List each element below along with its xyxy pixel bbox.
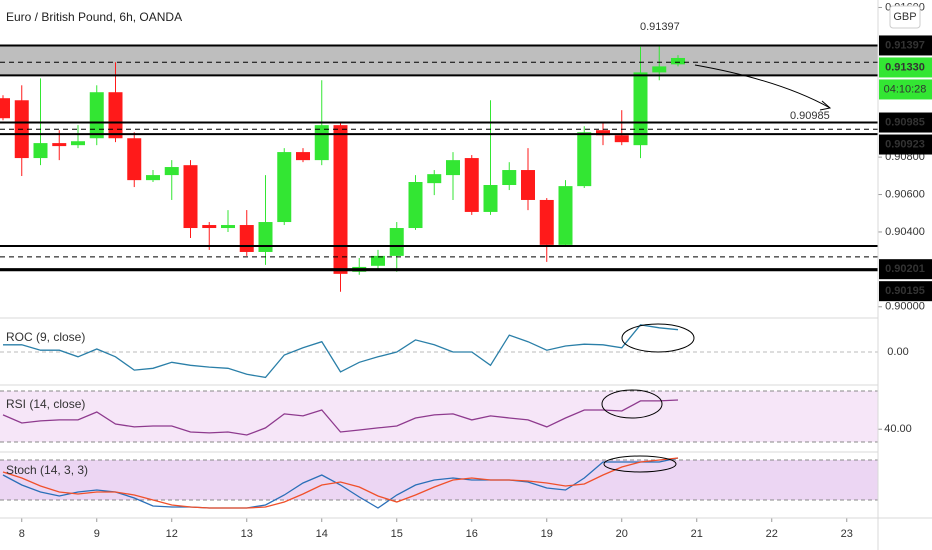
- candle-body: [52, 143, 67, 147]
- price-tag: [879, 57, 932, 78]
- price-tag-label: 0.90985: [885, 116, 925, 128]
- x-tick-label: 21: [691, 528, 703, 540]
- candle-body: [146, 175, 160, 181]
- countdown-label: 04:10:28: [884, 83, 927, 95]
- x-tick-label: 23: [841, 528, 853, 540]
- candle-body: [502, 170, 517, 186]
- candle-body: [558, 186, 573, 245]
- x-tick-label: 13: [241, 528, 253, 540]
- candle-body: [521, 170, 535, 200]
- candle-body: [371, 255, 385, 266]
- x-tick-label: 9: [94, 528, 100, 540]
- candle-body: [221, 225, 235, 229]
- candle-body: [652, 66, 667, 73]
- candle-body: [202, 225, 217, 229]
- indicator-line: [2, 399, 679, 436]
- candle-body: [483, 185, 498, 212]
- price-tag: [879, 134, 932, 155]
- x-tick-label: 15: [391, 528, 403, 540]
- price-tag: [879, 112, 932, 133]
- indicator-band: [0, 390, 878, 442]
- candle-body: [614, 135, 629, 143]
- candle-body: [296, 152, 310, 161]
- indicator-title: RSI (14, close): [6, 397, 85, 411]
- countdown-tag: [879, 79, 932, 100]
- highlight-ellipse: [601, 389, 663, 419]
- candle-body: [127, 138, 142, 181]
- candle-body: [239, 225, 254, 252]
- candle-body: [464, 158, 479, 212]
- price-tag: [879, 259, 932, 280]
- candle-body: [183, 165, 198, 229]
- price-tag-label: 0.90923: [885, 138, 925, 150]
- indicator-title: ROC (9, close): [6, 330, 85, 344]
- price-tag: [879, 35, 932, 56]
- indicator-title: Stoch (14, 3, 3): [6, 463, 88, 477]
- candle-body: [596, 130, 610, 136]
- y-tick-label: 0.00: [887, 346, 908, 358]
- y-tick-label: 0.90400: [885, 226, 925, 238]
- candle-body: [164, 167, 179, 176]
- candle-body: [0, 98, 10, 119]
- candle-body: [671, 57, 685, 65]
- y-tick-label: 0.90000: [885, 301, 925, 313]
- x-tick-label: 16: [466, 528, 478, 540]
- currency-label: GBP: [893, 11, 916, 23]
- candle-body: [577, 132, 592, 187]
- arrow: [694, 64, 831, 109]
- candle-body: [408, 182, 423, 229]
- level-zone: [0, 45, 878, 76]
- candle-body: [427, 174, 442, 184]
- x-tick-label: 19: [541, 528, 553, 540]
- candle-body: [71, 141, 85, 146]
- candle-body: [89, 92, 104, 139]
- candle-body: [314, 125, 329, 161]
- x-tick-label: 22: [766, 528, 778, 540]
- annotation: 0.90985: [790, 110, 830, 122]
- candle-body: [633, 72, 648, 146]
- highlight-ellipse: [603, 455, 677, 473]
- x-tick-label: 8: [19, 528, 25, 540]
- annotation: 0.91397: [640, 21, 680, 33]
- candle-body: [277, 152, 292, 223]
- currency-button[interactable]: [889, 5, 921, 29]
- price-tag: [879, 281, 932, 302]
- candle-body: [389, 228, 404, 256]
- candle-body: [539, 199, 554, 245]
- candle-body: [33, 143, 48, 159]
- price-tag-label: 0.91330: [885, 61, 925, 73]
- arrow-head: [819, 100, 832, 111]
- candle-body: [108, 92, 123, 139]
- candle-body: [333, 125, 348, 274]
- y-tick-label: 0.90600: [885, 188, 925, 200]
- x-tick-label: 12: [166, 528, 178, 540]
- indicator-line: [2, 457, 679, 509]
- x-tick-label: 20: [616, 528, 628, 540]
- indicator-line: [3, 324, 679, 379]
- price-tag-label: 0.91397: [885, 39, 925, 51]
- chart-title: Euro / British Pound, 6h, OANDA: [6, 10, 182, 24]
- highlight-ellipse: [621, 323, 695, 353]
- price-tag-label: 0.90195: [885, 285, 925, 297]
- y-tick-label: 40.00: [884, 423, 912, 435]
- price-tag-label: 0.90201: [885, 263, 925, 275]
- candle-body: [446, 160, 460, 176]
- x-tick-label: 14: [316, 528, 328, 540]
- candle-body: [258, 222, 273, 252]
